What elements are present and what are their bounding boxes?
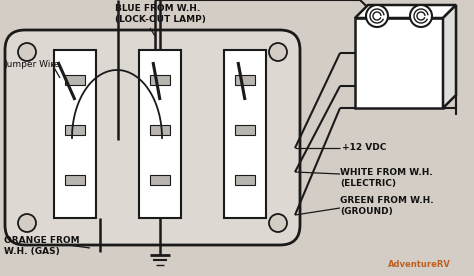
Bar bbox=[235, 175, 255, 185]
Bar bbox=[150, 125, 170, 135]
Text: (GROUND): (GROUND) bbox=[340, 207, 393, 216]
FancyBboxPatch shape bbox=[5, 30, 300, 245]
Circle shape bbox=[269, 214, 287, 232]
Text: (LOCK-OUT LAMP): (LOCK-OUT LAMP) bbox=[115, 15, 206, 24]
Text: +: + bbox=[365, 46, 373, 55]
Text: WHITE FROM W.H.: WHITE FROM W.H. bbox=[340, 168, 433, 177]
Circle shape bbox=[269, 43, 287, 61]
Bar bbox=[65, 175, 85, 185]
Circle shape bbox=[18, 43, 36, 61]
Text: GREEN FROM W.H.: GREEN FROM W.H. bbox=[340, 196, 434, 205]
Polygon shape bbox=[355, 5, 456, 18]
Text: AdventureRV: AdventureRV bbox=[388, 260, 451, 269]
Bar bbox=[65, 75, 85, 85]
Bar bbox=[235, 75, 255, 85]
Bar bbox=[150, 75, 170, 85]
Text: -: - bbox=[427, 46, 430, 55]
Circle shape bbox=[366, 5, 388, 27]
Text: W.H. (GAS): W.H. (GAS) bbox=[4, 247, 60, 256]
Text: (ELECTRIC): (ELECTRIC) bbox=[340, 179, 396, 188]
Bar bbox=[139, 50, 181, 218]
Text: BATTERY: BATTERY bbox=[370, 80, 428, 93]
Text: +12 VDC: +12 VDC bbox=[342, 144, 386, 153]
Bar bbox=[355, 18, 443, 108]
Polygon shape bbox=[443, 5, 456, 108]
Text: Jumper Wire: Jumper Wire bbox=[4, 60, 60, 69]
Text: BLUE FROM W.H.: BLUE FROM W.H. bbox=[115, 4, 200, 13]
Bar bbox=[150, 175, 170, 185]
Bar bbox=[235, 125, 255, 135]
Circle shape bbox=[18, 214, 36, 232]
Bar bbox=[65, 125, 85, 135]
Bar bbox=[224, 50, 266, 218]
Bar bbox=[54, 50, 96, 218]
Circle shape bbox=[410, 5, 432, 27]
Text: ORANGE FROM: ORANGE FROM bbox=[4, 236, 80, 245]
